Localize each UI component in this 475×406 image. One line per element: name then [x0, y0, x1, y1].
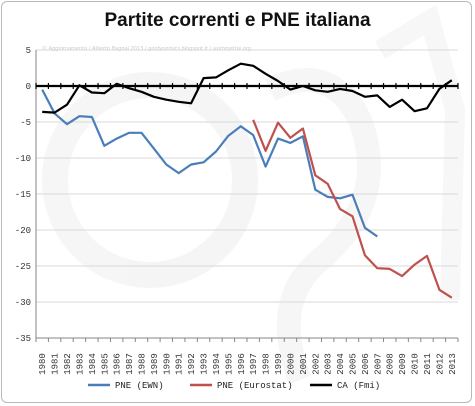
x-tick-label: 1987 [125, 353, 135, 375]
x-tick-label: 2001 [299, 353, 309, 375]
x-tick-label: 2008 [386, 353, 396, 375]
x-tick-label: 1984 [88, 353, 98, 375]
legend-label: CA (Fmi) [337, 381, 380, 391]
x-tick-label: 1993 [200, 353, 210, 375]
x-tick-label: 1986 [113, 353, 123, 375]
x-tick-label: 1996 [237, 353, 247, 375]
legend-label: PNE (Eurostat) [217, 381, 293, 391]
x-tick-label: 1982 [63, 353, 73, 375]
series-line-ca-fmi [42, 62, 453, 114]
x-tick-label: 2006 [361, 353, 371, 375]
x-tick-label: 2004 [336, 353, 346, 375]
x-tick-label: 2010 [411, 353, 421, 375]
x-tick-label: 1995 [224, 353, 234, 375]
chart-title: Partite correnti e PNE italiana [104, 10, 371, 31]
x-tick-label: 1998 [262, 353, 272, 375]
x-tick-label: 1991 [175, 353, 185, 375]
x-tick-label: 1980 [38, 353, 48, 375]
y-tick-label: -30 [15, 298, 31, 308]
x-tick-label: 1989 [150, 353, 160, 375]
y-tick-label: -5 [20, 118, 31, 128]
x-tick-label: 1999 [274, 353, 284, 375]
series-line-pne-eurostat [252, 119, 453, 299]
y-tick-label: 0 [26, 82, 31, 92]
x-tick-label: 1981 [51, 353, 61, 375]
legend-label: PNE (EWN) [115, 381, 164, 391]
y-tick-label: 5 [26, 46, 31, 56]
x-tick-label: 1990 [162, 353, 172, 375]
watermark-text: © Aggiornamento / Alberto Bagnai 2013 / … [42, 46, 252, 52]
x-tick-label: 1992 [187, 353, 197, 375]
y-tick-label: -25 [15, 262, 31, 272]
x-tick-label: 2000 [286, 353, 296, 375]
y-tick-label: -15 [15, 190, 31, 200]
logo-watermark [42, 4, 466, 385]
legend: PNE (EWN) PNE (Eurostat) CA (Fmi) [88, 381, 380, 391]
x-tick-label: 2005 [349, 353, 359, 375]
x-tick-label: 2003 [324, 353, 334, 375]
x-tick-label: 2009 [398, 353, 408, 375]
y-tick-label: -35 [15, 334, 31, 344]
grid-layer [36, 49, 458, 339]
x-tick-label: 1997 [249, 353, 259, 375]
x-tick-label: 2011 [423, 353, 433, 375]
series-line-pne-ewn [41, 89, 378, 238]
x-tick-label: 1988 [138, 353, 148, 375]
x-tick-label: 2007 [373, 353, 383, 375]
x-tick-label: 1994 [212, 353, 222, 375]
y-tick-label: -20 [15, 226, 31, 236]
x-tick-label: 2012 [435, 353, 445, 375]
x-tick-label: 2013 [448, 353, 458, 375]
y-tick-label: -10 [15, 154, 31, 164]
x-tick-label: 1983 [75, 353, 85, 375]
x-tick-label: 1985 [100, 353, 110, 375]
x-tick-label: 2002 [311, 353, 321, 375]
series-layer [41, 62, 453, 299]
